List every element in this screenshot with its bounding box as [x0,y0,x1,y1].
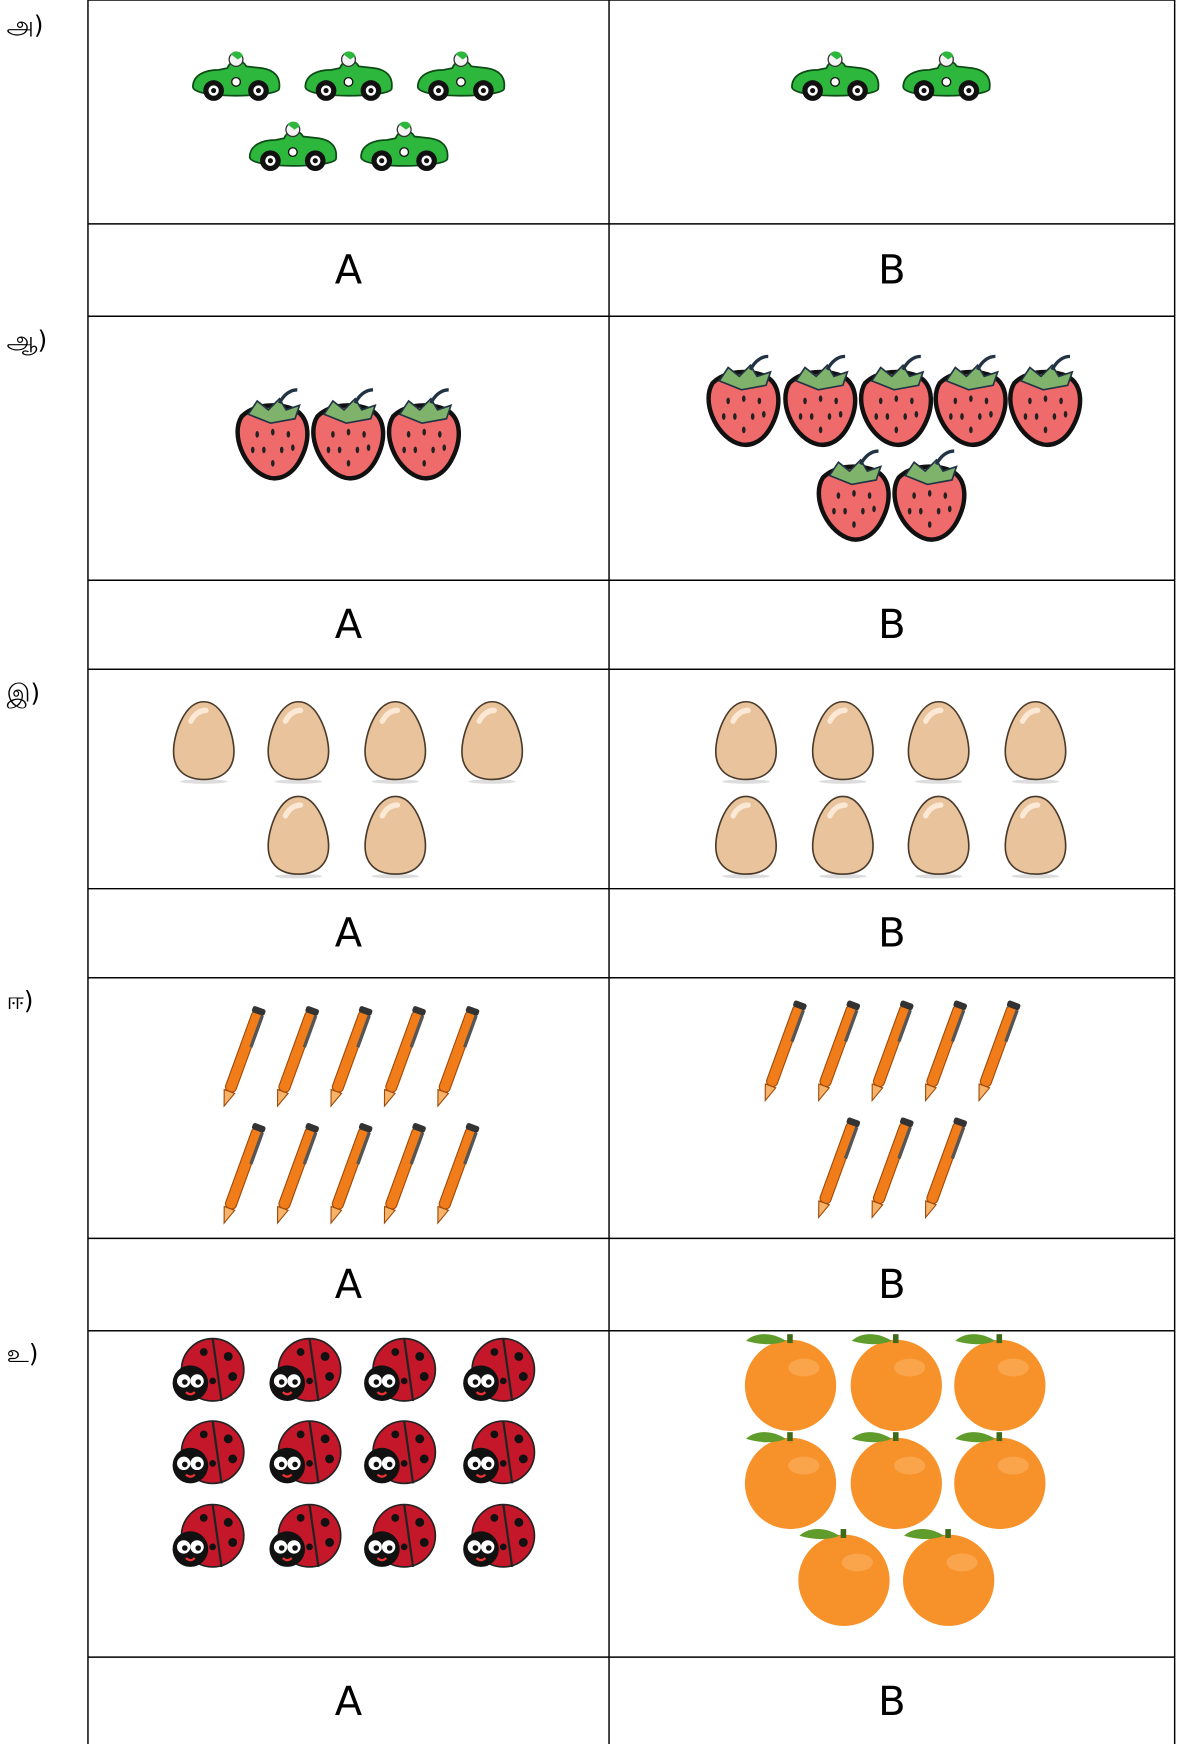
ladybug-icon [171,1503,245,1569]
option-letter: A [335,247,363,293]
pen-icon [324,1121,374,1226]
orange-icon [850,1432,942,1530]
row-label: ஈ) [7,986,34,1015]
option-letter: B [878,602,905,648]
option-letter: A [335,1262,363,1308]
option-letter: A [335,602,363,648]
egg-icon [174,702,234,784]
pen-icon [270,1004,321,1110]
pen-icon [918,1116,969,1221]
pen-icon [430,1004,481,1110]
strawberry-icon [313,390,383,479]
pen-icon [865,999,915,1104]
option-letter: B [878,910,905,956]
ladybug-icon [171,1337,245,1403]
egg-icon [1005,702,1065,784]
strawberry-icon [785,356,855,445]
strawberry-icon [1010,356,1080,445]
car-icon [248,120,338,173]
strawberry-icon [709,356,779,445]
pen-icon [270,1121,321,1226]
orange-icon [954,1432,1046,1530]
strawberry-icon [895,451,965,540]
car-icon [359,120,449,173]
row-label: உ) [7,1339,39,1368]
egg-icon [813,796,873,878]
pen-icon [217,1121,267,1226]
option-letter: B [878,1679,905,1725]
car-icon [191,50,281,102]
ladybug-icon [362,1419,437,1485]
car-icon [902,50,991,102]
pen-icon [758,999,808,1104]
egg-icon [365,702,425,784]
egg-icon [1005,796,1065,878]
egg-icon [716,796,776,878]
strawberry-icon [936,356,1006,445]
egg-icon [908,796,968,878]
egg-icon [365,796,425,878]
orange-icon [798,1528,890,1626]
table-borders [87,0,1176,1744]
ladybug-icon [362,1337,437,1403]
ladybug-icon [268,1419,342,1485]
egg-icon [462,702,522,784]
ladybug-icon [462,1419,536,1485]
option-letter: A [335,910,363,956]
pen-icon [377,1121,428,1226]
pen-icon [811,1116,862,1221]
orange-icon [954,1334,1046,1432]
car-icon [304,50,393,102]
ladybug-icon [462,1503,536,1569]
pen-icon [217,1004,267,1110]
orange-icon [902,1528,995,1626]
egg-icon [908,702,968,784]
orange-icon [850,1334,942,1432]
strawberry-icon [389,390,459,479]
row-label: இ) [7,679,40,709]
row-label: அ) [7,10,44,39]
egg-icon [268,796,328,878]
orange-icon [744,1334,837,1432]
pen-icon [377,1004,428,1110]
pen-icon [865,1116,915,1221]
pen-icon [918,999,969,1104]
pen-icon [324,1004,374,1110]
strawberry-icon [819,451,889,540]
ladybug-icon [268,1337,342,1403]
ladybug-icon [171,1419,245,1485]
option-letter: B [878,1262,905,1308]
car-icon [790,50,880,102]
egg-icon [813,702,873,784]
car-icon [416,50,506,102]
egg-icon [716,702,776,784]
strawberry-icon [238,390,308,479]
pen-icon [430,1121,481,1226]
ladybug-icon [462,1337,536,1403]
strawberry-icon [861,356,931,445]
pen-icon [972,999,1022,1104]
ladybug-icon [362,1503,437,1569]
pictures [171,50,1081,1626]
labels: அ) A B ஆ) A B இ) A B ஈ) A B உ) A B [7,10,906,1725]
ladybug-icon [268,1503,342,1569]
option-letter: B [878,247,905,293]
pen-icon [811,999,862,1104]
orange-icon [744,1432,837,1530]
row-label: ஆ) [7,326,48,356]
egg-icon [268,702,328,784]
option-letter: A [335,1679,363,1725]
